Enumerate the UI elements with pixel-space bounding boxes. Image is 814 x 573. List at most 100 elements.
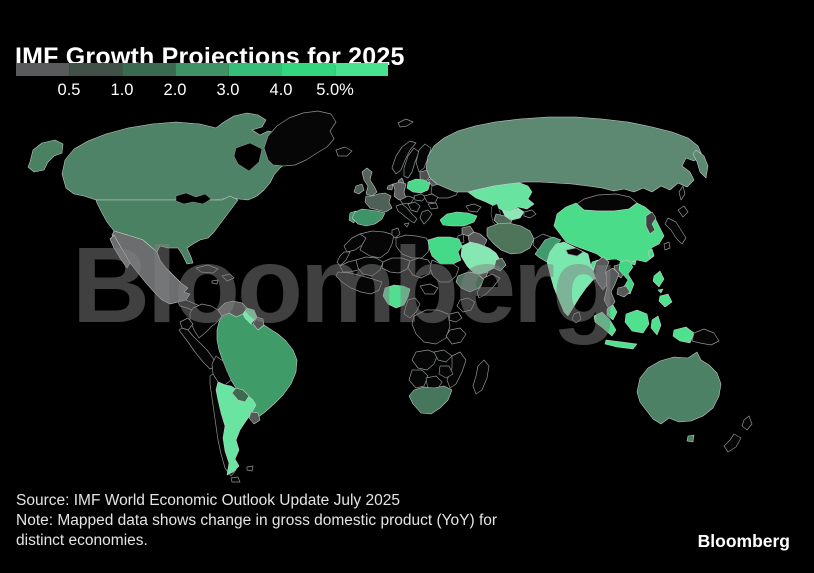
footer-notes: Source: IMF World Economic Outlook Updat… (16, 491, 497, 551)
island-borneo (624, 309, 650, 334)
country-algeria (359, 230, 395, 259)
country-uruguay (248, 411, 261, 425)
island-honshu (664, 217, 687, 245)
country-namibia (408, 369, 429, 389)
country-south-africa (408, 385, 453, 415)
region-czech-austria (399, 195, 415, 205)
country-zimbabwe (438, 365, 454, 379)
country-somalia (476, 273, 501, 299)
country-cambodia (616, 285, 631, 298)
island-java (604, 339, 638, 350)
country-greece (419, 209, 433, 225)
island-sakhalin (678, 185, 686, 201)
legend-tick: 3.0 (216, 81, 240, 99)
country-malaysia (606, 304, 618, 321)
country-oman (493, 257, 507, 272)
legend-tick: 1.0 (110, 81, 134, 99)
island-luzon (652, 270, 665, 288)
legend-tick-labels: 0.5 1.0 2.0 3.0 4.0 5.0% (0, 81, 814, 101)
country-madagascar (472, 359, 490, 395)
island-visayas (657, 288, 664, 294)
region-cameroon-gabon (403, 297, 421, 319)
country-france (364, 192, 393, 213)
country-egypt (427, 236, 463, 265)
island-sulawesi (650, 315, 662, 336)
country-norway (391, 140, 417, 175)
country-niger (381, 257, 411, 274)
region-baltics (419, 169, 431, 183)
legend-segment (122, 63, 176, 76)
region-benelux (386, 183, 394, 191)
country-italy (395, 203, 418, 224)
country-poland (406, 178, 431, 194)
country-australia (636, 351, 722, 425)
island-svalbard (397, 118, 414, 128)
country-ethiopia (455, 271, 485, 293)
island-sumatra (593, 311, 617, 337)
island-falklands (246, 465, 254, 472)
country-vietnam (618, 259, 635, 295)
country-nigeria (382, 284, 411, 309)
country-paraguay (231, 387, 250, 403)
note-line-2: distinct economies. (16, 532, 148, 549)
country-cuba (195, 264, 219, 274)
legend-tick: 0.5 (57, 81, 81, 99)
legend-tick: 5.0% (316, 81, 354, 99)
great-lakes (175, 192, 212, 205)
legend-tick: 4.0 (269, 81, 293, 99)
country-uganda (448, 311, 463, 323)
country-tanzania (445, 327, 467, 345)
bloomberg-logo: Bloomberg (697, 531, 790, 551)
country-libya (395, 234, 431, 259)
country-mongolia (573, 193, 638, 212)
country-alaska (27, 139, 64, 173)
country-drc (411, 309, 451, 345)
island-tierra-del-fuego (230, 476, 241, 483)
country-nepal (565, 247, 584, 257)
country-greenland (263, 110, 337, 167)
country-philippines (652, 270, 673, 308)
region-korea (645, 211, 657, 235)
country-tunisia (391, 227, 401, 239)
country-sweden (403, 147, 420, 179)
country-mali (355, 256, 384, 277)
baja-california (109, 234, 131, 269)
country-thailand (603, 267, 620, 310)
island-tasmania (686, 434, 695, 443)
country-iran (486, 222, 535, 255)
island-west-papua (672, 326, 695, 344)
island-kyushu (663, 241, 671, 251)
legend-segment (228, 63, 282, 76)
country-kazakhstan (467, 182, 535, 213)
country-angola (411, 349, 439, 371)
legend-tick: 2.0 (163, 81, 187, 99)
country-ecuador (179, 317, 194, 331)
country-canada (61, 112, 291, 201)
island-sicily (403, 222, 410, 228)
legend-segment (175, 63, 229, 76)
island-hokkaido (677, 205, 689, 218)
region-hungary-slovakia (413, 193, 427, 202)
country-iceland (335, 146, 353, 157)
region-central-african (419, 283, 439, 295)
country-saudi-arabia (460, 241, 501, 275)
country-chad (407, 257, 433, 279)
nz-south-island (723, 433, 742, 453)
country-bulgaria (427, 202, 439, 210)
nz-north-island (741, 415, 753, 431)
country-germany (392, 181, 407, 201)
source-line: Source: IMF World Economic Outlook Updat… (16, 492, 400, 509)
legend-segment (335, 63, 388, 76)
country-ireland (353, 183, 365, 195)
country-sri-lanka (571, 311, 582, 324)
country-indonesia (593, 309, 695, 350)
region-balkans (407, 201, 421, 213)
country-papua-new-guinea (691, 328, 720, 346)
country-russia (425, 116, 703, 193)
legend-segment (16, 63, 70, 76)
country-uk (361, 167, 378, 197)
country-taiwan (647, 248, 655, 260)
country-turkey (439, 211, 478, 227)
country-china (553, 202, 665, 265)
